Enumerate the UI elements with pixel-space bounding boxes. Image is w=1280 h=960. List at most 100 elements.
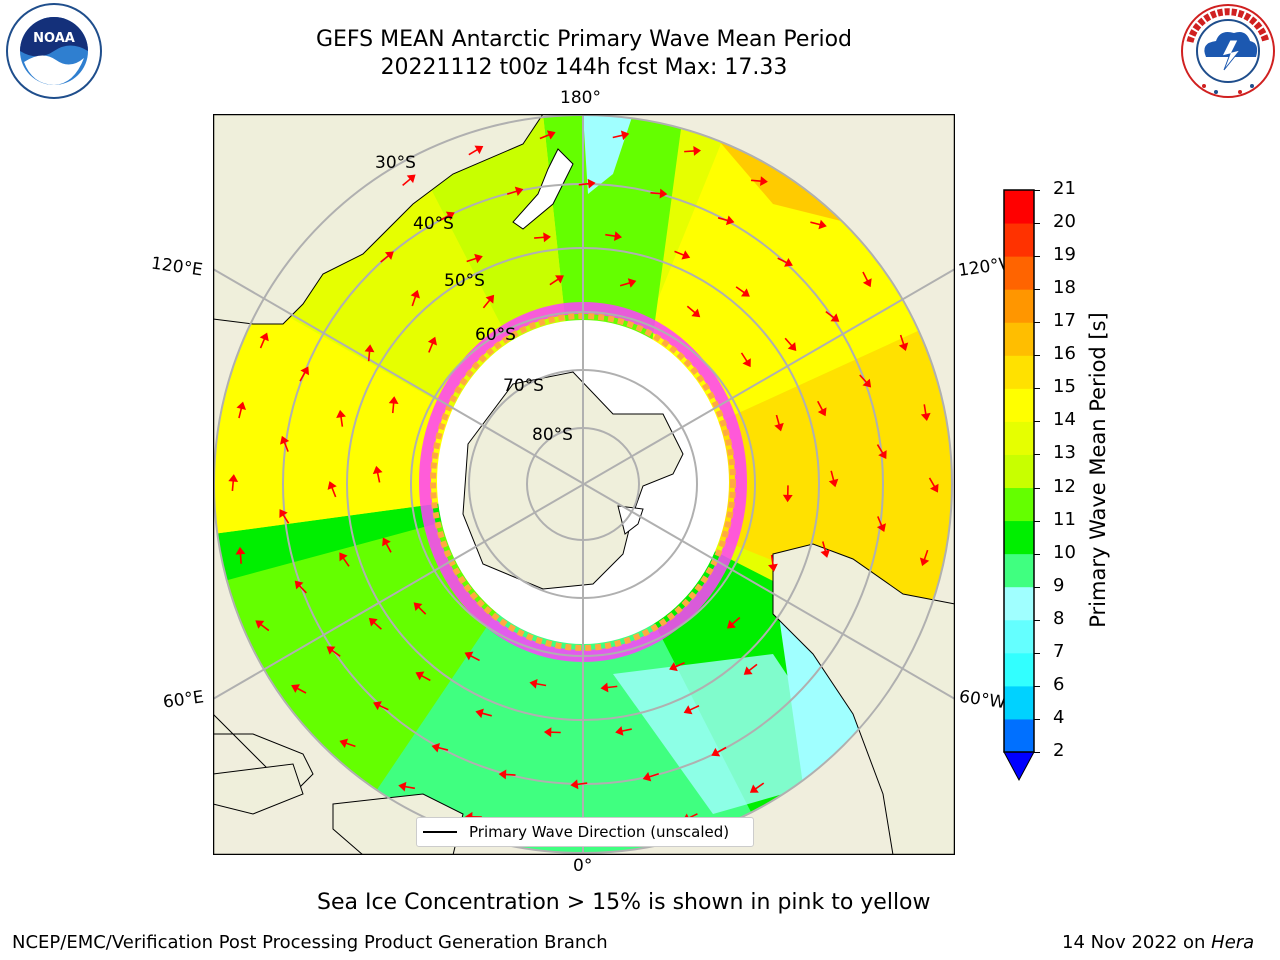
colorbar-tick-mark [1034,553,1040,555]
legend-line [423,831,457,833]
direction-arrow [255,620,270,632]
direction-arrow [235,546,246,564]
direction-arrow [876,516,886,533]
sea-ice-caption: Sea Ice Concentration > 15% is shown in … [317,890,931,915]
nws-logo [1181,4,1275,98]
colorbar-tick-mark [1034,190,1040,191]
colorbar-segment [1004,685,1034,720]
colorbar-segment [1004,223,1034,257]
colorbar-segment [1004,388,1034,422]
map-frame [213,114,955,855]
colorbar-tick-label: 19 [1053,244,1076,266]
direction-arrow [475,708,492,719]
lon-label-0: 0° [573,856,593,876]
direction-arrow [600,682,618,693]
direction-arrow [339,738,356,748]
direction-arrow [674,250,691,260]
direction-arrow [619,278,637,288]
direction-arrow [466,253,483,264]
colorbar-tick-label: 13 [1053,442,1076,464]
direction-arrow [299,366,310,382]
colorbar-tick-mark [1034,520,1040,522]
colorbar-tick-mark [1034,586,1040,588]
map-legend: Primary Wave Direction (unscaled) [416,817,754,847]
colorbar-segment [1004,619,1034,654]
colorbar-tick-label: 17 [1053,310,1076,332]
direction-arrow [534,232,551,243]
lat-label-70s: 70°S [503,376,544,396]
direction-arrow [717,215,735,226]
colorbar-tick-label: 10 [1053,541,1076,563]
lon-label-120e: 120°E [149,253,204,281]
lat-label-80s: 80°S [532,425,573,445]
colorbar-tick-label: 11 [1053,508,1076,530]
colorbar-tick-mark [1034,454,1040,456]
direction-arrow [684,146,702,156]
colorbar-tick-label: 6 [1053,673,1065,695]
footer-date: 14 Nov 2022 on [1062,932,1212,953]
lat-label-60s: 60°S [475,325,516,345]
direction-arrow [236,401,247,419]
direction-arrow [605,231,623,241]
colorbar-tick-mark [1034,256,1040,258]
colorbar-segment [1004,289,1034,323]
colorbar-tick-mark [1034,652,1040,654]
chart-title: GEFS MEAN Antarctic Primary Wave Mean Pe… [315,27,853,52]
colorbar-tick-mark [1034,355,1040,357]
direction-arrow [615,726,632,736]
direction-arrow [825,311,840,322]
direction-arrow [711,746,727,757]
colorbar-segment [1004,190,1034,224]
lon-label-180: 180° [560,88,601,108]
polar-map [213,114,955,855]
colorbar-segment [1004,487,1034,522]
direction-arrow [291,684,307,694]
colorbar-tick-label: 7 [1053,640,1065,662]
direction-arrow [482,294,495,309]
colorbar-label: Primary Wave Mean Period [s] [1086,312,1110,628]
colorbar-tick-mark [1034,685,1040,687]
colorbar-segment [1004,553,1034,588]
direction-arrow [368,617,382,630]
colorbar-tick-mark [1034,752,1040,753]
direction-arrow [777,257,793,267]
direction-arrow [862,271,872,288]
direction-arrow [373,701,389,711]
colorbar-tick-mark [1034,388,1040,390]
noaa-logo: NOAA [6,3,102,99]
footer-host: Hera [1211,932,1255,953]
direction-arrow [817,400,827,417]
direction-arrow [749,782,765,793]
direction-arrow [768,554,778,572]
footer-right: 14 Nov 2022 on Hera [1062,932,1254,953]
direction-arrow [920,404,931,422]
direction-arrow [735,286,750,297]
colorbar-tick-mark [1034,289,1040,291]
direction-arrow [380,251,394,263]
direction-arrow [642,772,660,782]
colorbar-tick-label: 8 [1053,607,1065,629]
direction-arrow [364,344,375,362]
lat-label-40s: 40°S [413,214,454,234]
colorbar-tick-mark [1034,487,1040,489]
direction-arrow [612,130,630,141]
direction-arrow [919,549,930,567]
direction-arrow [539,130,556,140]
colorbar-tick-label: 15 [1053,376,1076,398]
direction-arrow [415,671,431,682]
direction-arrow [336,409,346,427]
colorbar-tick-label: 16 [1053,343,1076,365]
direction-arrow [468,145,484,156]
direction-arrow [784,337,797,351]
direction-arrow [898,334,909,352]
direction-arrow [498,769,516,780]
direction-arrow [431,742,449,753]
colorbar-segment [1004,652,1034,687]
colorbar-tick-label: 14 [1053,409,1076,431]
direction-arrow [740,352,751,368]
legend-label: Primary Wave Direction (unscaled) [469,823,730,841]
direction-arrow [410,289,420,307]
direction-arrow [413,602,427,615]
direction-arrow [427,336,437,353]
colorbar-tick-label: 18 [1053,277,1076,299]
